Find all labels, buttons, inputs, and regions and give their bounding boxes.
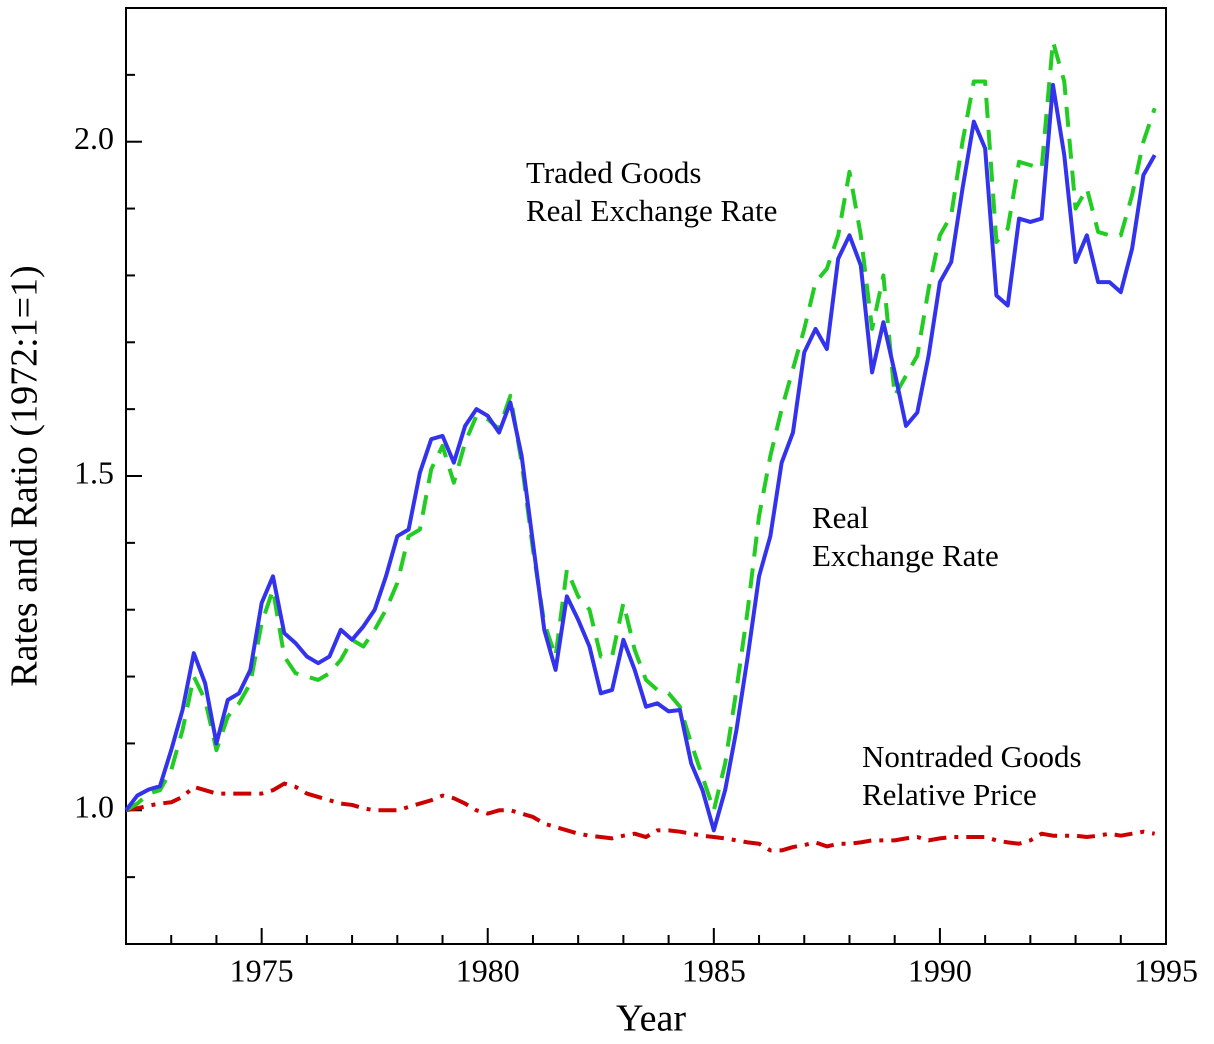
series-line [124, 82, 1157, 833]
x-axis-label: Year [616, 998, 686, 1040]
x-tick-label: 1980 [456, 952, 520, 988]
annotation: Real [812, 500, 869, 535]
annotation: Traded Goods [526, 155, 701, 190]
series-line [125, 781, 1156, 853]
x-tick-label: 1995 [1134, 952, 1198, 988]
y-tick-label: 1.5 [74, 454, 114, 490]
x-tick-label: 1990 [908, 952, 972, 988]
x-tick-label: 1985 [682, 952, 746, 988]
annotation: Relative Price [862, 777, 1037, 812]
y-axis-label: Rates and Ratio (1972:1=1) [4, 265, 46, 686]
series-line [124, 39, 1157, 813]
annotation: Exchange Rate [812, 538, 999, 573]
y-tick-label: 2.0 [74, 120, 114, 156]
annotation: Real Exchange Rate [526, 193, 777, 228]
y-tick-label: 1.0 [74, 789, 114, 825]
annotation: Nontraded Goods [862, 739, 1082, 774]
x-tick-label: 1975 [230, 952, 294, 988]
